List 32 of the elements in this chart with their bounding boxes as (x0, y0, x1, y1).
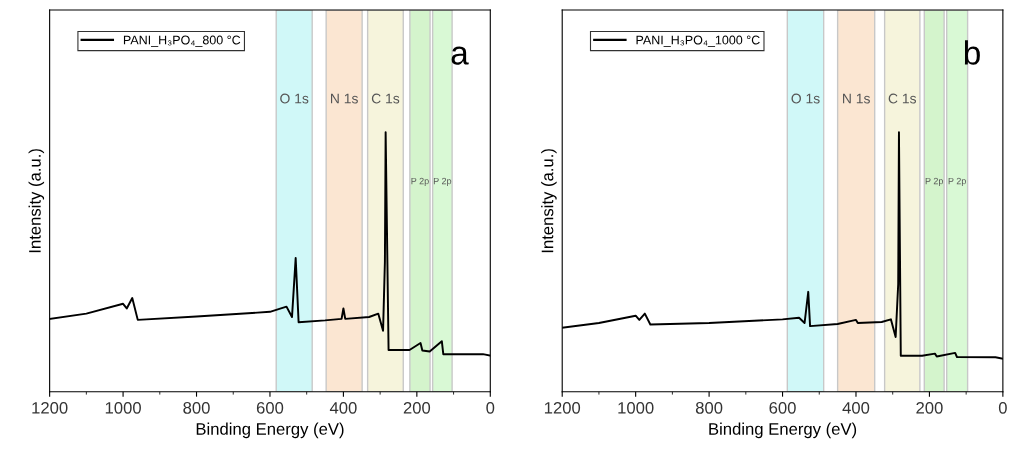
band-label: C 1s (371, 93, 400, 104)
band-label: N 1s (331, 93, 358, 104)
x-tick-label: 1200 (544, 401, 581, 414)
band-label: P 2p (411, 177, 429, 187)
band-label: O 1s (280, 93, 309, 104)
x-tick-label: 400 (842, 401, 870, 414)
x-axis-title: Binding Energy (eV) (709, 422, 857, 439)
legend-label: PANI_H₃PO₄_800 °C (123, 35, 241, 47)
band-label: P 2p (433, 177, 452, 187)
y-axis-title: Intensity (a.u.) (28, 149, 45, 253)
band-label: P 2p (925, 177, 944, 187)
x-tick-label: 600 (769, 401, 796, 414)
x-tick-label: 200 (403, 401, 431, 414)
x-tick-label: 0 (486, 401, 495, 414)
x-axis-title: Binding Energy (eV) (196, 422, 344, 439)
x-tick-label: 400 (329, 401, 357, 414)
x-tick-label: 1000 (105, 401, 141, 414)
x-tick-label: 0 (998, 401, 1007, 414)
x-tick-label: 1200 (32, 401, 68, 414)
text: a (451, 46, 469, 65)
band-label: P 2p (948, 177, 966, 187)
legend-label: PANI_H₃PO₄_1000 °C (636, 35, 760, 47)
x-tick-label: 600 (256, 401, 284, 414)
band-label: O 1s (791, 93, 820, 104)
x-tick-label: 800 (695, 401, 723, 414)
x-tick-label: 800 (183, 401, 210, 414)
x-tick-label: 1000 (618, 401, 654, 414)
text: b (964, 40, 980, 65)
x-tick-label: 200 (916, 401, 943, 414)
y-axis-title: Intensity (a.u.) (541, 149, 557, 253)
band-label: N 1s (843, 93, 870, 104)
band-label: C 1s (888, 93, 917, 104)
